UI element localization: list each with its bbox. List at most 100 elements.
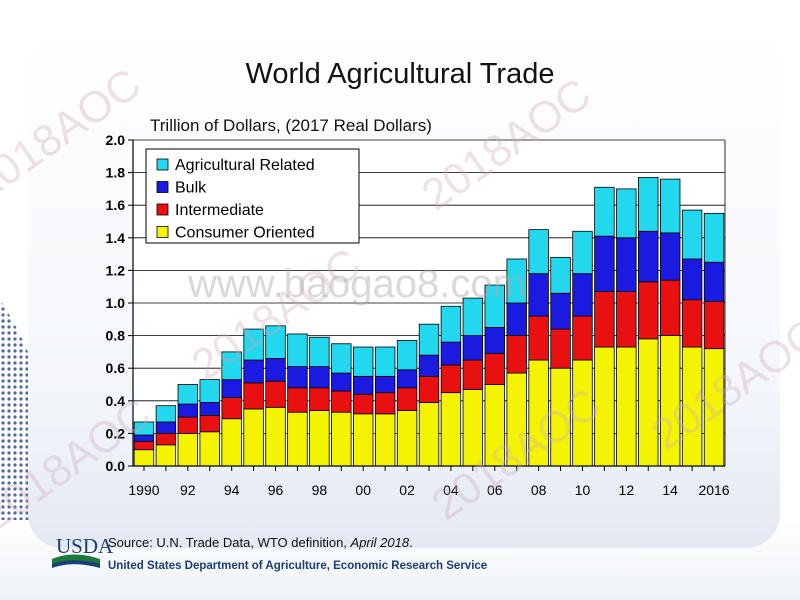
x-tick-label: 92 xyxy=(180,482,196,498)
bar-segment xyxy=(199,402,220,416)
x-tick-label: 14 xyxy=(662,482,678,498)
bar-segment xyxy=(396,340,418,371)
bar-segment xyxy=(594,235,615,292)
bar-segment xyxy=(221,379,242,398)
bar-segment xyxy=(572,230,593,275)
bar-segment xyxy=(265,358,286,382)
bar-segment xyxy=(374,375,396,394)
bar-segment xyxy=(659,232,681,281)
bar-segment xyxy=(199,431,220,467)
bar-segment xyxy=(703,261,725,302)
bar-segment xyxy=(353,346,374,377)
y-tick-label: 1.8 xyxy=(106,165,126,181)
bar-segment xyxy=(265,406,286,467)
bar-segment xyxy=(440,305,462,343)
y-tick-label: 0.0 xyxy=(106,458,126,474)
bar-segment xyxy=(374,392,396,415)
x-tick-label: 10 xyxy=(575,482,591,498)
bar-segment xyxy=(309,387,330,411)
bar-segment xyxy=(331,372,352,392)
bar-segment xyxy=(133,421,155,436)
bar-segment xyxy=(418,402,440,467)
bar-segment xyxy=(177,432,199,467)
bar-segment xyxy=(550,256,571,294)
y-tick-label: 2.0 xyxy=(106,132,126,148)
bar-segment xyxy=(265,325,286,359)
x-tick-label: 2016 xyxy=(698,482,729,498)
bar-segment xyxy=(638,281,659,340)
legend-swatch xyxy=(156,158,169,171)
bar-segment xyxy=(528,273,549,317)
x-tick-label: 00 xyxy=(355,482,371,498)
bar-segment xyxy=(528,315,549,361)
bar-segment xyxy=(374,346,396,377)
bar-segment xyxy=(550,328,571,369)
agency-name: United States Department of Agriculture,… xyxy=(108,560,488,572)
x-tick-label: 98 xyxy=(312,482,328,498)
bar-segment xyxy=(287,387,308,413)
bar-segment xyxy=(309,410,330,467)
bar-segment xyxy=(616,237,637,292)
x-tick-label: 96 xyxy=(268,482,284,498)
bar-segment xyxy=(396,369,418,389)
bar-segment xyxy=(616,291,637,348)
bar-segment xyxy=(177,384,199,405)
bar-segment xyxy=(703,300,725,350)
bar-segment xyxy=(287,333,308,367)
bar-stacks xyxy=(133,177,725,467)
bar-segment xyxy=(528,229,549,275)
axes xyxy=(128,139,726,471)
bar-segment xyxy=(462,359,484,390)
bar-segment xyxy=(703,212,725,263)
y-tick-label: 1.4 xyxy=(106,230,126,246)
x-tick-label: 94 xyxy=(224,482,240,498)
usda-logo-text: USDA xyxy=(56,534,114,558)
bar-segment xyxy=(418,354,440,377)
y-tick-label: 1.6 xyxy=(106,197,126,213)
bar-segment xyxy=(133,449,155,467)
bar-segment xyxy=(287,411,308,467)
bar-segment xyxy=(616,346,637,467)
source-note: Source: U.N. Trade Data, WTO definition,… xyxy=(108,535,413,550)
bar-segment xyxy=(638,338,659,467)
y-tick-label: 0.6 xyxy=(106,360,126,376)
bar-segment xyxy=(440,364,462,394)
bar-segment xyxy=(506,335,527,374)
y-tick-label: 1.0 xyxy=(106,295,126,311)
bar-segment xyxy=(396,387,418,411)
y-axis-label: Trillion of Dollars, (2017 Real Dollars) xyxy=(150,116,432,135)
bar-segment xyxy=(506,258,527,304)
bar-segment xyxy=(155,444,177,467)
bar-segment xyxy=(418,375,440,403)
bar-segment xyxy=(418,323,440,356)
bar-segment xyxy=(462,297,484,336)
bar-segment xyxy=(331,411,352,467)
legend-label: Consumer Oriented xyxy=(175,225,315,242)
bar-segment xyxy=(155,405,177,423)
bar-segment xyxy=(221,397,242,420)
bar-segment xyxy=(331,343,352,374)
bar-segment xyxy=(199,415,220,433)
y-tick-label: 0.4 xyxy=(106,393,126,409)
x-tick-label: 04 xyxy=(443,482,459,498)
bar-segment xyxy=(594,291,615,348)
bar-segment xyxy=(199,379,220,403)
bar-segment xyxy=(177,403,199,418)
bar-segment xyxy=(572,273,593,317)
bar-segment xyxy=(506,302,527,336)
bar-segment xyxy=(243,328,264,361)
legend-label: Bulk xyxy=(175,180,207,197)
y-tick-labels: 0.0 0.2 0.4 0.6 0.8 1.0 1.2 1.4 1.6 1.8 2.0 xyxy=(106,132,126,474)
bar-segment xyxy=(616,188,637,239)
bar-segment xyxy=(638,230,659,283)
x-tick-label: 08 xyxy=(531,482,547,498)
legend: Agricultural Related Bulk Intermediate Cons… xyxy=(145,148,360,244)
bar-segment xyxy=(221,351,242,381)
bar-segment xyxy=(155,432,177,446)
bar-segment xyxy=(484,327,505,354)
legend-box xyxy=(145,148,360,244)
legend-swatch xyxy=(156,181,169,193)
bar-segment xyxy=(681,299,703,348)
y-tick-label: 0.8 xyxy=(106,328,126,344)
